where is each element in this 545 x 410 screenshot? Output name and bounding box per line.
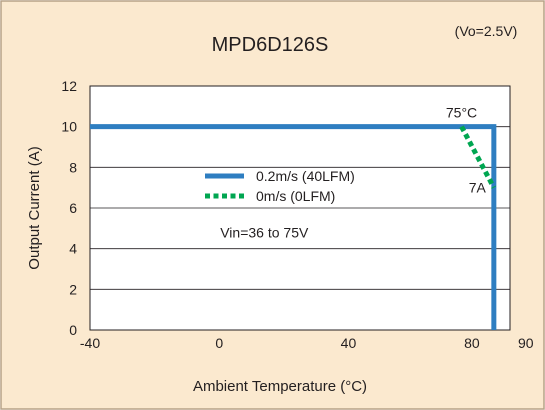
series-line-0m-s-0lfm xyxy=(459,125,497,189)
y-tick-label-0: 0 xyxy=(69,322,77,338)
y-tick-label-10: 10 xyxy=(61,119,77,135)
x-tick-label-40: 40 xyxy=(341,335,357,351)
series-layer xyxy=(90,124,497,330)
x-axis-label: Ambient Temperature (°C) xyxy=(193,378,367,395)
output-voltage-note: (Vo=2.5V) xyxy=(455,23,518,39)
legend: 0.2m/s (40LFM) 0m/s (0LFM) xyxy=(205,168,355,204)
legend-label-0-2m-s-40lfm: 0.2m/s (40LFM) xyxy=(256,168,355,184)
annotation-temperature: 75°C xyxy=(446,105,477,121)
y-tick-label-4: 4 xyxy=(69,241,77,257)
y-tick-label-6: 6 xyxy=(69,200,77,216)
x-tick-label-80: 80 xyxy=(464,335,480,351)
annotation-current: 7A xyxy=(469,180,487,196)
series-line-0-2m-s-40lfm xyxy=(90,124,497,330)
chart-title: MPD6D126S xyxy=(212,34,329,56)
annotations: 75°C 7A Vin=36 to 75V xyxy=(220,105,486,241)
legend-label-0m-s-0lfm: 0m/s (0LFM) xyxy=(256,188,335,204)
y-tick-label-12: 12 xyxy=(61,78,77,94)
y-axis-label: Output Current (A) xyxy=(26,146,43,269)
x-tick-label-0: 0 xyxy=(215,335,223,351)
y-tick-label-2: 2 xyxy=(69,281,77,297)
y-tick-label-8: 8 xyxy=(69,159,77,175)
annotation-input-voltage: Vin=36 to 75V xyxy=(220,224,309,240)
x-tick-label-90: 90 xyxy=(518,335,534,351)
x-tick-label-minus-40: -40 xyxy=(80,335,100,351)
